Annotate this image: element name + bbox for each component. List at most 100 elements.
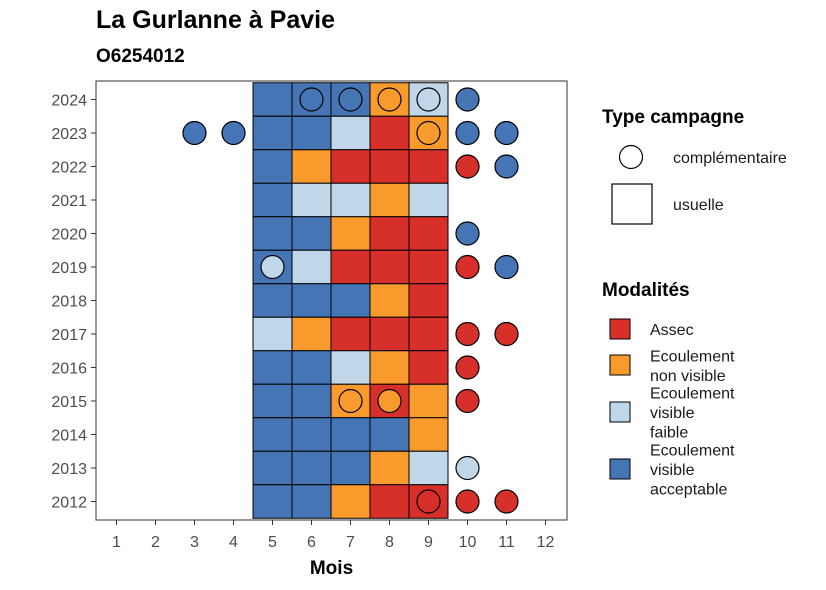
tile-2017-6 xyxy=(291,316,332,352)
point-2022-11 xyxy=(494,154,519,179)
tile-2013-5 xyxy=(252,450,293,486)
point-2019-11 xyxy=(494,254,519,280)
tile-2015-6 xyxy=(291,383,332,419)
tile-2020-9 xyxy=(408,216,449,251)
point-2019-5 xyxy=(260,254,285,280)
legend-modalite-label: non visible xyxy=(650,368,726,385)
tile-2021-5 xyxy=(252,182,293,218)
tile-2018-9 xyxy=(408,283,449,318)
legend-swatch-assec xyxy=(609,318,631,340)
tile-2014-5 xyxy=(252,417,293,452)
point-2023-10 xyxy=(455,120,480,146)
tile-2016-8 xyxy=(369,350,410,385)
x-tick-label: 4 xyxy=(229,534,238,551)
tile-2016-6 xyxy=(291,350,332,385)
x-tick-label: 1 xyxy=(112,534,121,551)
tile-2023-5 xyxy=(252,115,293,151)
legend-type-campagne: Type campagne complémentaire usuelle xyxy=(602,107,787,225)
x-tick-label: 5 xyxy=(268,534,277,551)
tile-2017-8 xyxy=(369,316,410,352)
tile-2024-5 xyxy=(252,82,293,117)
tile-2014-8 xyxy=(369,417,410,452)
point-2015-8 xyxy=(377,388,402,414)
tile-2018-8 xyxy=(369,283,410,318)
tile-2012-6 xyxy=(291,484,332,519)
tile-2021-6 xyxy=(291,182,332,218)
tile-2018-7 xyxy=(330,283,371,318)
tile-2012-7 xyxy=(330,484,371,519)
tile-2021-8 xyxy=(369,182,410,218)
y-tick-label: 2019 xyxy=(51,260,87,277)
tile-2021-7 xyxy=(330,182,371,218)
tile-2022-8 xyxy=(369,149,410,184)
point-2020-10 xyxy=(455,221,480,246)
point-2023-9 xyxy=(416,120,441,146)
tile-2023-6 xyxy=(291,115,332,151)
legend-modalite-label: acceptable xyxy=(650,482,727,499)
tile-2023-8 xyxy=(369,115,410,151)
legend-type-label: usuelle xyxy=(673,197,724,214)
point-2012-9 xyxy=(416,489,441,514)
y-tick-label: 2018 xyxy=(51,294,87,311)
point-2022-10 xyxy=(455,154,480,179)
tile-2015-5 xyxy=(252,383,293,419)
legend-modalite-label: Ecoulement xyxy=(650,386,735,403)
tile-2012-5 xyxy=(252,484,293,519)
x-tick-label: 7 xyxy=(346,534,355,551)
tile-2020-5 xyxy=(252,216,293,251)
y-tick-label: 2014 xyxy=(51,428,87,445)
chart-subtitle: O6254012 xyxy=(96,46,185,67)
y-tick-label: 2021 xyxy=(51,193,87,210)
y-tick-label: 2023 xyxy=(51,126,87,143)
tile-2022-6 xyxy=(291,149,332,184)
tile-2020-7 xyxy=(330,216,371,251)
tile-2023-7 xyxy=(330,115,371,151)
tile-2017-5 xyxy=(252,316,293,352)
legend-modalite-label: visible xyxy=(650,462,695,479)
point-2012-11 xyxy=(494,489,519,514)
complementaire-points xyxy=(182,87,519,514)
tile-2013-8 xyxy=(369,450,410,486)
y-tick-label: 2015 xyxy=(51,394,87,411)
x-axis: 1 2 3 4 5 6 7 8 9 10 11 12 xyxy=(112,520,555,551)
tile-2018-5 xyxy=(252,283,293,318)
chart-title: La Gurlanne à Pavie xyxy=(96,6,335,34)
x-tick-label: 8 xyxy=(385,534,394,551)
x-tick-label: 11 xyxy=(498,534,515,551)
point-2024-9 xyxy=(416,87,441,112)
legend-swatch-acceptable xyxy=(609,458,631,480)
x-tick-label: 10 xyxy=(459,534,477,551)
point-2024-6 xyxy=(299,87,324,112)
tile-2020-8 xyxy=(369,216,410,251)
legend-modalite-label: Ecoulement xyxy=(650,348,735,365)
tile-2017-7 xyxy=(330,316,371,352)
tile-2018-6 xyxy=(291,283,332,318)
point-2023-4 xyxy=(221,120,246,146)
point-2023-11 xyxy=(494,120,519,146)
legend-swatch-nonvisible xyxy=(609,354,631,376)
legend-modalite-label: faible xyxy=(650,425,688,442)
point-2019-10 xyxy=(455,254,480,280)
tile-2022-7 xyxy=(330,149,371,184)
point-2017-10 xyxy=(455,321,480,347)
tile-2012-8 xyxy=(369,484,410,519)
x-tick-label: 9 xyxy=(424,534,433,551)
tile-2017-9 xyxy=(408,316,449,352)
tile-2016-5 xyxy=(252,350,293,385)
point-2012-10 xyxy=(455,489,480,514)
legend-modalite-label: Ecoulement xyxy=(650,443,735,460)
tile-2013-7 xyxy=(330,450,371,486)
tile-2021-9 xyxy=(408,182,449,218)
y-tick-label: 2024 xyxy=(51,93,87,110)
legend-square-icon xyxy=(611,183,653,225)
tile-2019-7 xyxy=(330,249,371,285)
tile-2022-9 xyxy=(408,149,449,184)
legend-modalite-label: visible xyxy=(650,405,695,422)
tile-2019-9 xyxy=(408,249,449,285)
tile-2013-9 xyxy=(408,450,449,486)
x-axis-title: Mois xyxy=(310,558,353,579)
legend-type-title: Type campagne xyxy=(602,107,744,128)
legend-type-label: complémentaire xyxy=(673,150,787,167)
